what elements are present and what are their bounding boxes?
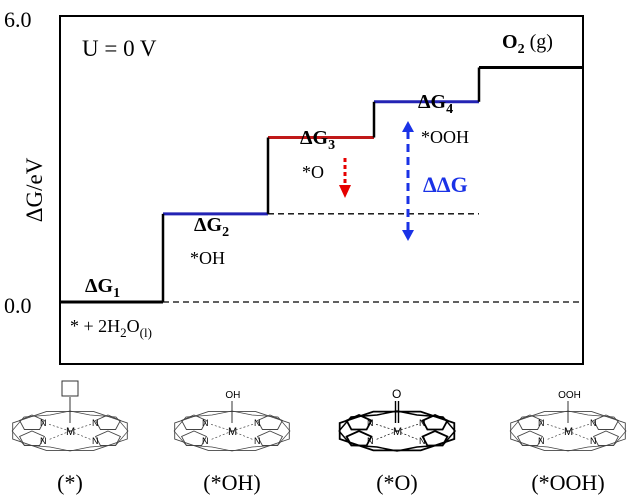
ligand-label-ooh: OOH	[558, 390, 581, 401]
pyrrole-ring	[94, 414, 122, 430]
nitrogen-label: N	[538, 418, 545, 428]
y-tick-label-top: 6.0	[4, 7, 32, 32]
ddg-label: ΔΔG	[423, 172, 468, 197]
ligand-label-oh: OH	[225, 390, 240, 401]
nitrogen-label: N	[92, 436, 99, 446]
nitrogen-label: N	[590, 436, 597, 446]
step-label-o2: O2 (g)	[502, 31, 553, 57]
structure-o: N NN NMO(*O)	[338, 387, 456, 495]
ddg-arrowhead-down	[402, 230, 414, 241]
pyrrole-ring	[94, 430, 122, 446]
meso-bridge	[338, 410, 456, 452]
macrocycle-ring	[12, 411, 128, 451]
nitrogen-label: N	[40, 436, 47, 446]
structure-caption-o: (*O)	[376, 470, 418, 495]
structure-empty: N NN NM(*)	[11, 380, 129, 495]
y-tick-label-zero: 0.0	[4, 293, 32, 318]
metal-label: M	[564, 426, 573, 438]
species-label-o: *O	[302, 162, 324, 182]
vacant-site-box	[61, 380, 79, 397]
nitrogen-label: N	[202, 436, 209, 446]
macrocycle-ring	[174, 411, 290, 451]
species-label-oh: *OH	[190, 248, 225, 268]
nitrogen-label: N	[92, 418, 99, 428]
structure-caption-oh: (*OH)	[203, 470, 260, 495]
metal-label: M	[66, 426, 75, 438]
o-shift-arrowhead	[339, 185, 351, 198]
nitrogen-label: N	[254, 436, 261, 446]
metal-label: M	[393, 426, 402, 438]
species-label-start: * + 2H2O(l)	[70, 316, 152, 340]
plot-frame	[59, 15, 584, 365]
species-label-ooh: *OOH	[421, 127, 469, 147]
nitrogen-label: N	[419, 418, 426, 428]
meso-bridge	[509, 410, 627, 452]
nitrogen-label: N	[202, 418, 209, 428]
meso-bridge	[173, 410, 291, 452]
free-energy-chart: 6.0 0.0 ΔG/eV U = 0 V ΔG1 ΔG2 ΔG3 ΔG4 O2…	[4, 7, 584, 365]
structure-caption-ooh: (*OOH)	[531, 470, 604, 495]
nitrogen-label: N	[254, 418, 261, 428]
nitrogen-label: N	[40, 418, 47, 428]
step-label-g4: ΔG4	[418, 91, 453, 117]
ligand-label-o: O	[392, 387, 401, 401]
ddg-arrowhead-up	[402, 121, 414, 132]
pyrrole-ring	[256, 414, 284, 430]
energy-levels	[60, 65, 583, 304]
step-label-g1: ΔG1	[85, 275, 120, 301]
macrocycle-ring	[510, 411, 626, 451]
metal-label: M	[228, 426, 237, 438]
meso-bridge	[11, 410, 129, 452]
nitrogen-label: N	[590, 418, 597, 428]
nitrogen-label: N	[419, 436, 426, 446]
structure-caption-empty: (*)	[57, 470, 83, 495]
nitrogen-label: N	[538, 436, 545, 446]
nitrogen-label: N	[367, 436, 374, 446]
reference-lines	[163, 213, 583, 303]
condition-label: U = 0 V	[82, 36, 157, 61]
pyrrole-ring	[592, 430, 620, 446]
step-label-g2: ΔG2	[194, 214, 229, 240]
y-axis-label: ΔG/eV	[22, 157, 47, 222]
pyrrole-ring	[592, 414, 620, 430]
step-label-g3: ΔG3	[300, 127, 335, 153]
nitrogen-label: N	[367, 418, 374, 428]
pyrrole-ring	[256, 430, 284, 446]
